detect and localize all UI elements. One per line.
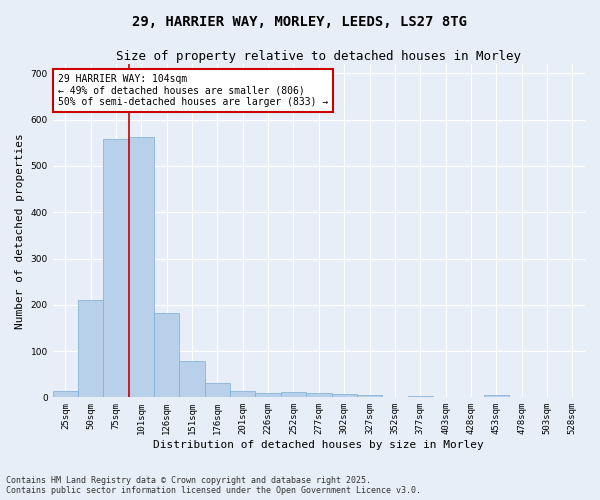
Text: 29, HARRIER WAY, MORLEY, LEEDS, LS27 8TG: 29, HARRIER WAY, MORLEY, LEEDS, LS27 8TG <box>133 15 467 29</box>
Bar <box>154 313 179 398</box>
Bar <box>281 392 306 398</box>
Y-axis label: Number of detached properties: Number of detached properties <box>15 133 25 328</box>
Bar <box>53 392 78 398</box>
Bar <box>205 383 230 398</box>
Bar <box>256 392 281 398</box>
Bar <box>484 395 509 398</box>
Bar <box>78 300 103 398</box>
Bar <box>179 361 205 398</box>
Text: 29 HARRIER WAY: 104sqm
← 49% of detached houses are smaller (806)
50% of semi-de: 29 HARRIER WAY: 104sqm ← 49% of detached… <box>58 74 328 108</box>
Bar <box>129 137 154 398</box>
Bar <box>332 394 357 398</box>
Text: Contains HM Land Registry data © Crown copyright and database right 2025.
Contai: Contains HM Land Registry data © Crown c… <box>6 476 421 495</box>
Bar <box>103 139 129 398</box>
Bar <box>407 396 433 398</box>
Bar <box>230 392 256 398</box>
Bar <box>357 395 382 398</box>
X-axis label: Distribution of detached houses by size in Morley: Distribution of detached houses by size … <box>154 440 484 450</box>
Bar <box>306 392 332 398</box>
Title: Size of property relative to detached houses in Morley: Size of property relative to detached ho… <box>116 50 521 63</box>
